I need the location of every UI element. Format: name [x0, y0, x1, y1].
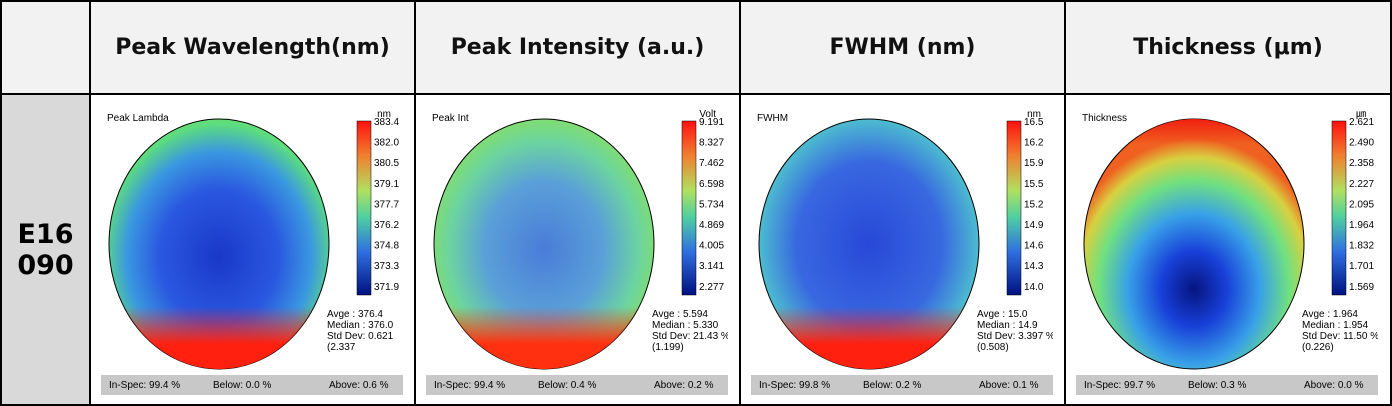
color-bar	[681, 120, 697, 296]
stat-line: Avge : 1.964	[1302, 309, 1358, 320]
in-spec: In-Spec: 99.4 %	[434, 380, 505, 391]
scale-label: 1.701	[1349, 261, 1374, 272]
scale-label: 383.4	[374, 117, 399, 128]
stat-line: Median : 5.330	[652, 320, 719, 331]
scale-label: 15.9	[1024, 158, 1044, 169]
stat-line: Std Dev: 11.50 %	[1302, 331, 1378, 342]
scale-label: 382.0	[374, 138, 399, 149]
below: Below: 0.2 %	[863, 380, 921, 391]
stat-line: (2.337	[327, 342, 356, 353]
color-bar	[356, 120, 372, 296]
map-cell: Thickness ㎛ 2.621 2.490 2.358 2.227 2.095 1.964…	[1066, 95, 1390, 404]
in-spec: In-Spec: 99.8 %	[759, 380, 830, 391]
below: Below: 0.3 %	[1188, 380, 1246, 391]
stat-line: Avge : 376.4	[327, 309, 383, 320]
scale-label: 4.869	[699, 220, 724, 231]
stat-line: Median : 376.0	[327, 320, 394, 331]
scale-label: 380.5	[374, 158, 399, 169]
scale-label: 379.1	[374, 179, 399, 190]
scale-label: 2.095	[1349, 199, 1374, 210]
above: Above: 0.0 %	[1304, 380, 1364, 391]
below: Below: 0.4 %	[538, 380, 596, 391]
scale-label: 7.462	[699, 158, 724, 169]
row-label-line: E16	[17, 218, 74, 250]
unit-label: ㎛	[1356, 109, 1366, 120]
above: Above: 0.2 %	[654, 380, 714, 391]
scale-label: 373.3	[374, 261, 399, 272]
scale-label: 14.3	[1024, 261, 1044, 272]
below: Below: 0.0 %	[213, 380, 271, 391]
scale-label: 15.2	[1024, 199, 1044, 210]
row-label: E16 090	[2, 95, 91, 404]
stat-line: Median : 14.9	[977, 320, 1038, 331]
map-title: Peak Lambda	[107, 113, 169, 124]
scale-label: 1.569	[1349, 282, 1374, 293]
scale-label: 2.621	[1349, 117, 1374, 128]
scale-label: 2.227	[1349, 179, 1374, 190]
scale-label: 6.598	[699, 179, 724, 190]
scale-label: 1.964	[1349, 220, 1374, 231]
column-header: Peak Wavelength(nm)	[91, 2, 416, 95]
stat-line: Std Dev: 21.43 %	[652, 331, 728, 342]
scale-label: 374.8	[374, 241, 399, 252]
map-title: Peak Int	[432, 113, 469, 124]
column-header: Thickness (μm)	[1066, 2, 1390, 95]
wafer-edge-zone	[1084, 119, 1304, 369]
stat-line: (0.508)	[977, 342, 1009, 353]
stat-line: Std Dev: 0.621	[327, 331, 394, 342]
unit-label: nm	[1027, 109, 1041, 120]
scale-label: 14.0	[1024, 282, 1044, 293]
stat-line: (1.199)	[652, 342, 684, 353]
scale-label: 377.7	[374, 199, 399, 210]
stat-line: Avge : 5.594	[652, 309, 708, 320]
map-cell: Peak Int Volt 9.191 8.327 7.462 6.598 5.734 4.8…	[416, 95, 741, 404]
scale-label: 8.327	[699, 138, 724, 149]
scale-label: 15.5	[1024, 179, 1044, 190]
unit-label: Volt	[699, 109, 716, 120]
scale-label: 2.490	[1349, 138, 1374, 149]
above: Above: 0.6 %	[329, 380, 389, 391]
scale-label: 371.9	[374, 282, 399, 293]
color-bar	[1006, 120, 1022, 296]
scale-label: 4.005	[699, 241, 724, 252]
scale-label: 14.9	[1024, 220, 1044, 231]
unit-label: nm	[377, 109, 391, 120]
in-spec: In-Spec: 99.7 %	[1084, 380, 1155, 391]
map-cell: FWHM nm 16.5 16.2 15.9 15.5 15.2 14.9 14.6 14.3 14…	[741, 95, 1066, 404]
wafer-edge-zone	[434, 119, 654, 369]
stat-line: Std Dev: 3.397 %	[977, 331, 1053, 342]
in-spec: In-Spec: 99.4 %	[109, 380, 180, 391]
stat-line: (0.226)	[1302, 342, 1334, 353]
wafer-map: Thickness ㎛2.621 2.490 2.358 2.227 2.095 1.964…	[1076, 103, 1378, 395]
scale-label: 2.277	[699, 282, 724, 293]
color-bar	[1331, 120, 1347, 296]
map-cell: Peak Lambda nm 383.4 382.0 380.5 379.1 377.7 37…	[91, 95, 416, 404]
map-title: Thickness	[1082, 113, 1127, 124]
above: Above: 0.1 %	[979, 380, 1039, 391]
scale-label: 16.2	[1024, 138, 1044, 149]
scale-label: 1.832	[1349, 241, 1374, 252]
wafer-edge-zone	[759, 119, 979, 369]
scale-label: 16.5	[1024, 117, 1044, 128]
map-title: FWHM	[757, 113, 788, 124]
scale-label: 5.734	[699, 199, 724, 210]
scale-label: 2.358	[1349, 158, 1374, 169]
scale-label: 14.6	[1024, 241, 1044, 252]
wafer-edge-zone	[109, 119, 329, 369]
row-label-line: 090	[17, 249, 74, 281]
corner-cell	[2, 2, 91, 95]
scale-label: 9.191	[699, 117, 724, 128]
scale-label: 376.2	[374, 220, 399, 231]
stat-line: Median : 1.954	[1302, 320, 1369, 331]
column-header: Peak Intensity (a.u.)	[416, 2, 741, 95]
scale-label: 3.141	[699, 261, 724, 272]
stat-line: Avge : 15.0	[977, 309, 1028, 320]
column-header: FWHM (nm)	[741, 2, 1066, 95]
